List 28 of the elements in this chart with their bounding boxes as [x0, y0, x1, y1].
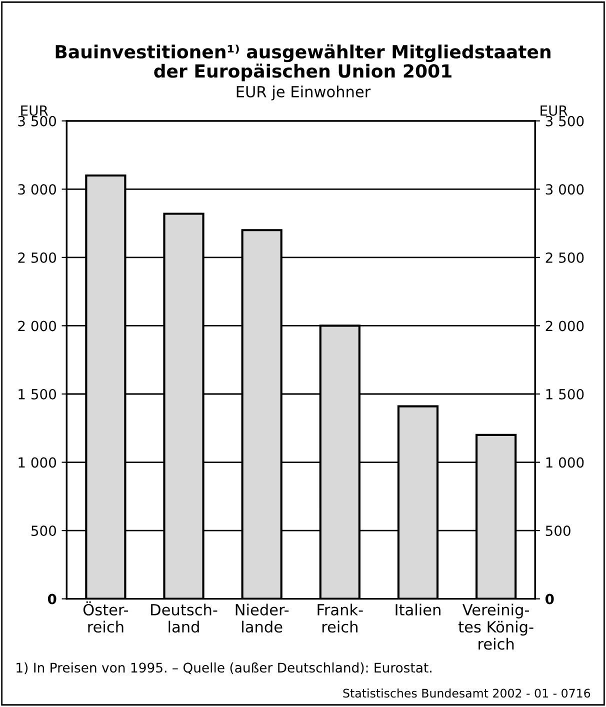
y2-tick-label: 0: [545, 594, 554, 604]
x-tick-label: Öster- reich: [83, 601, 128, 633]
y-tick-label: 1 500: [18, 388, 56, 400]
y-tick-label: 500: [32, 526, 56, 536]
y-tick-label: 3 000: [18, 184, 56, 195]
y2-tick-label: 3 000: [546, 184, 584, 195]
text: 1) In Preisen von 1995. – Quelle (außer Deutschland): Eurostat.: [16, 662, 432, 674]
text: Statistisches Bundesamt 2002 - 01 - 0716: [343, 688, 590, 698]
y-tick-label: 2 500: [18, 252, 56, 263]
x-tick-label: Deutsch- land: [151, 604, 218, 633]
y-axis-title: EUR: [21, 105, 48, 116]
y-tick-label: 3 500: [18, 116, 56, 126]
y-tick-label: 1 000: [18, 457, 56, 468]
y2-axis-title: EUR: [540, 105, 568, 116]
x-tick-label: Frank- reich: [318, 604, 363, 633]
y-tick-label: 0: [48, 594, 56, 604]
y-tick-label: 2 000: [18, 320, 56, 332]
x-tick-label: Italien: [396, 604, 440, 616]
x-tick-label: Nieder- lande: [236, 604, 289, 633]
x-tick-label: Vereinig- tes König- reich: [458, 604, 534, 650]
y2-tick-label: 1 500: [546, 388, 584, 400]
y2-tick-label: 500: [546, 526, 570, 536]
chart-title: Bauinvestitionen¹⁾ ausgewählter Mitgliedstaaten der Europäischen Union 2001: [56, 44, 550, 82]
y2-tick-label: 3 500: [546, 116, 584, 126]
y2-tick-label: 2 500: [546, 252, 584, 263]
y2-tick-label: 1 000: [546, 457, 584, 468]
chart-subtitle: EUR je Einwohner: [236, 86, 371, 100]
y2-tick-label: 2 000: [546, 320, 584, 332]
